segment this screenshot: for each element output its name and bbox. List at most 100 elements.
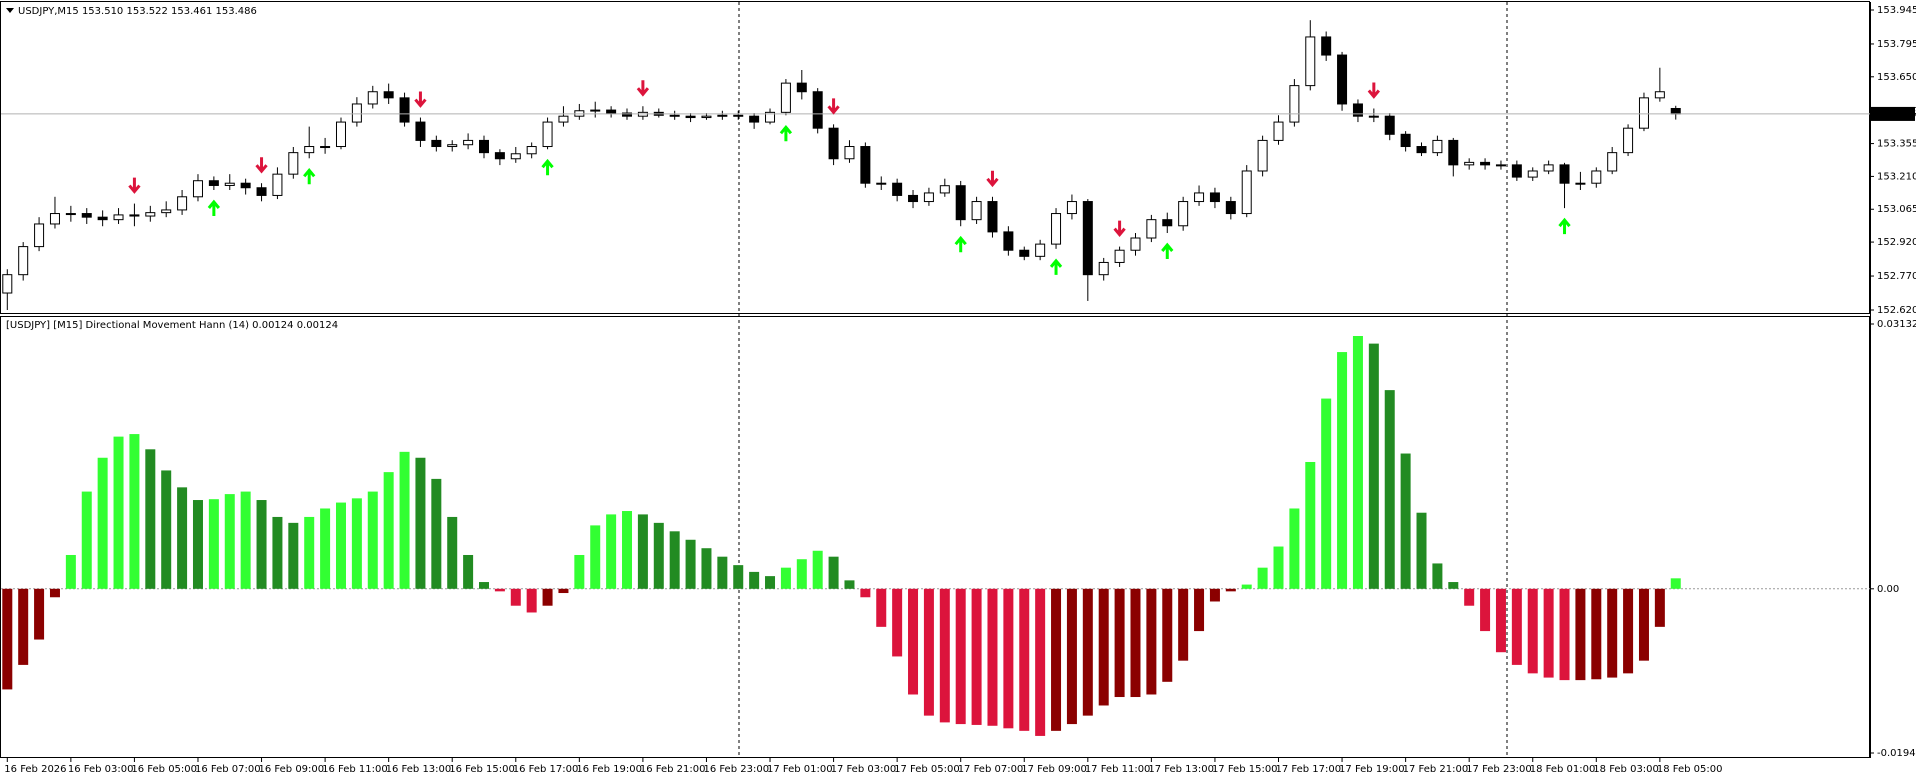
candle-body — [908, 194, 919, 203]
y-tick-label: 152.920 — [1877, 237, 1916, 248]
x-tick-label: 17 Feb 09:00 — [1021, 764, 1087, 775]
histogram-bar — [1511, 588, 1522, 665]
histogram-bar — [892, 588, 903, 657]
histogram-bar — [431, 478, 442, 589]
indicator-title: [USDJPY] [M15] Directional Movement Hann… — [6, 320, 338, 331]
histogram-bar — [1241, 584, 1252, 589]
histogram-bar — [240, 491, 251, 589]
candle-body — [1607, 152, 1618, 172]
y-tick-label: 152.620 — [1877, 305, 1916, 316]
histogram-bar — [1480, 588, 1491, 632]
histogram-bar — [1321, 398, 1332, 589]
candle-body — [304, 146, 315, 154]
x-tick-label: 17 Feb 23:00 — [1466, 764, 1532, 775]
candle-body — [145, 212, 156, 217]
histogram-bar — [1194, 588, 1205, 632]
x-tick-label: 17 Feb 17:00 — [1276, 764, 1342, 775]
histogram-bar — [224, 494, 235, 589]
y-tick-label: 153.650 — [1877, 72, 1916, 83]
candle-body — [1098, 261, 1109, 276]
histogram-bar — [590, 525, 601, 589]
candle-body — [1051, 213, 1062, 245]
candle-body — [685, 115, 696, 119]
candle-body — [224, 182, 235, 186]
candle-body — [701, 115, 712, 119]
price-pane — [0, 1, 1870, 314]
histogram-bar — [1416, 512, 1427, 589]
candle-body — [1416, 146, 1427, 154]
candle-body — [971, 201, 982, 221]
histogram-bar — [335, 502, 346, 589]
histogram-bar — [1384, 390, 1395, 589]
candle-body — [860, 146, 871, 184]
candle-body — [65, 213, 76, 216]
candle-body — [256, 187, 267, 196]
histogram-bar — [1082, 588, 1093, 716]
histogram-bar — [2, 588, 13, 690]
histogram-bar — [1019, 588, 1030, 731]
x-tick-label: 16 Feb 15:00 — [449, 764, 515, 775]
candle-body — [1400, 133, 1411, 148]
candle-body — [844, 146, 855, 160]
sell-arrow — [827, 98, 840, 115]
candle-body — [1384, 115, 1395, 135]
y-tick-label: 0.00 — [1877, 584, 1899, 595]
candle-body — [1035, 243, 1046, 257]
last-price-box — [1871, 106, 1915, 121]
candle-body — [828, 127, 839, 160]
candle-body — [1480, 161, 1491, 166]
histogram-bar — [796, 559, 807, 589]
sell-arrow — [255, 157, 268, 174]
histogram-bar — [129, 434, 140, 589]
candle-body — [240, 182, 251, 189]
histogram-bar — [1051, 588, 1062, 731]
histogram-bar — [399, 451, 410, 589]
histogram-bar — [1130, 588, 1141, 698]
candle-body — [494, 152, 505, 160]
histogram-bar — [1209, 588, 1220, 602]
histogram-bar — [1607, 588, 1618, 678]
histogram-bar — [320, 508, 331, 589]
sell-arrow — [636, 80, 650, 97]
x-tick-label: 17 Feb 19:00 — [1339, 764, 1405, 775]
candle-body — [383, 91, 394, 99]
histogram-bar — [1638, 588, 1649, 661]
histogram-bar — [1495, 588, 1506, 653]
y-tick-label: 153.210 — [1877, 171, 1916, 182]
candle-body — [558, 115, 569, 123]
histogram-bar — [1591, 588, 1602, 680]
candle-body — [542, 121, 553, 148]
histogram-bar — [653, 522, 664, 589]
menu-triangle[interactable] — [6, 8, 14, 13]
x-tick-label: 16 Feb 23:00 — [703, 764, 769, 775]
histogram-bar — [1337, 352, 1348, 589]
candle-body — [1623, 127, 1634, 154]
histogram-bar — [479, 582, 489, 589]
x-tick-label: 16 Feb 19:00 — [576, 764, 642, 775]
histogram-bar — [1400, 453, 1411, 589]
histogram-bar — [113, 436, 124, 589]
histogram-bar — [1670, 578, 1681, 589]
candle-body — [1225, 201, 1236, 215]
candle-body — [1178, 201, 1189, 227]
candle-body — [431, 139, 442, 148]
histogram-bar — [272, 516, 283, 589]
candle-body — [1654, 91, 1665, 99]
histogram-bar — [1654, 588, 1665, 627]
histogram-bar — [637, 514, 648, 589]
candle-body — [1495, 164, 1506, 167]
histogram-bar — [177, 487, 188, 589]
candle-body — [1146, 219, 1157, 239]
y-tick-label: 152.770 — [1877, 271, 1916, 282]
x-tick-label: 16 Feb 05:00 — [131, 764, 197, 775]
histogram-bar — [1527, 588, 1538, 674]
histogram-bar — [1098, 588, 1109, 706]
histogram-bar — [463, 554, 474, 589]
x-tick-label: 17 Feb 13:00 — [1148, 764, 1214, 775]
candle-body — [367, 91, 378, 105]
candle-body — [1575, 182, 1586, 185]
histogram-bar — [622, 511, 633, 589]
candle-body — [1559, 164, 1570, 184]
candle-body — [34, 223, 45, 248]
